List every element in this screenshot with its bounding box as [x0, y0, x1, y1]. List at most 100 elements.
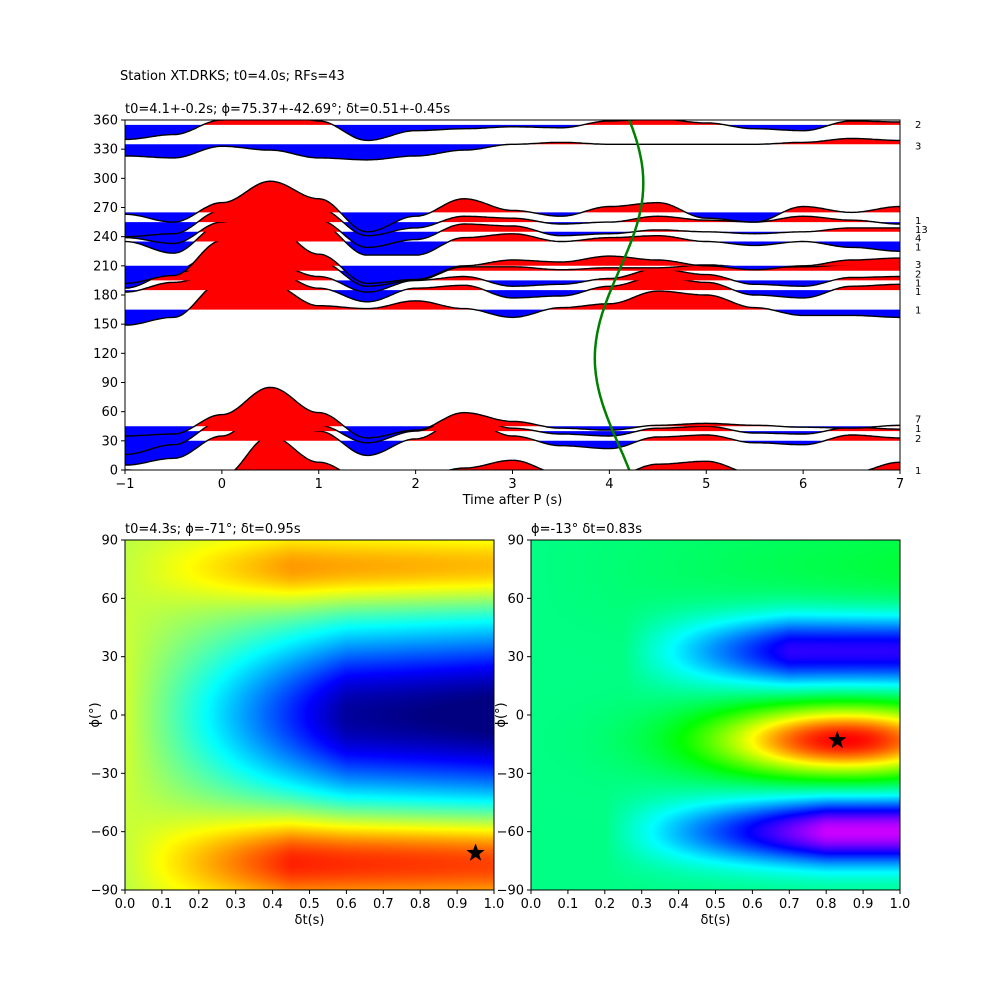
grid-right-xtick-label: 0.5 [705, 897, 726, 912]
grid-right-xtick-label: 0.6 [742, 897, 763, 912]
grid-right-xtick-label: 0.1 [558, 897, 579, 912]
rf-trace-line-14 [125, 120, 900, 142]
rf-trace-negative-fill-12 [125, 212, 900, 232]
grid-right-xtick-label: 0.3 [631, 897, 652, 912]
grid-right-ytick-label: −60 [497, 825, 524, 840]
rf-xlabel: Time after P (s) [462, 493, 563, 508]
grid-left-heatmap-holder [125, 540, 494, 890]
grid-right-ytick-label: 0 [516, 709, 524, 724]
grid-left-xtick-label: 0.1 [152, 897, 173, 912]
rf-count-label: 2 [915, 434, 921, 445]
rf-panel-title: t0=4.1+-0.2s; ϕ=75.37+-42.69°; δt=0.51+-… [125, 102, 450, 117]
rf-ytick-label: 360 [93, 114, 118, 129]
grid-right-ytick-label: −30 [497, 767, 524, 782]
rf-count-label: 1 [915, 424, 921, 435]
grid-left-ytick-label: 60 [101, 592, 118, 607]
rf-xtick-label: 7 [896, 477, 904, 492]
grid-left-xtick-label: 0.9 [447, 897, 468, 912]
rf-count-label: 1 [915, 242, 921, 253]
rf-trace-negative-fill-13 [125, 144, 900, 160]
rf-trace-line-0 [125, 435, 900, 470]
grid-left-xtick-label: 0.3 [225, 897, 246, 912]
grid-right-xtick-label: 0.4 [668, 897, 689, 912]
rf-trace-line-3 [125, 386, 900, 439]
grid-right-heatmap [531, 540, 900, 890]
grid-right-xtick-label: 1.0 [890, 897, 911, 912]
grid-right-xtick-label: 0.0 [521, 897, 542, 912]
rf-count-label: 2 [915, 270, 921, 281]
rf-xtick-label: 0 [218, 477, 226, 492]
rf-trace-positive-fill-13 [125, 138, 900, 145]
grid-right-title: ϕ=-13° δt=0.83s [531, 522, 642, 537]
rf-count-label: 1 [915, 287, 921, 298]
grid-left-xtick-label: 0.7 [373, 897, 394, 912]
rf-trace-line-13 [125, 137, 900, 161]
rf-count-label: 4 [915, 234, 921, 245]
rf-xtick-label: 1 [315, 477, 323, 492]
rf-trace-line-12 [125, 180, 900, 233]
rf-panel: t0=4.1+-0.2s; ϕ=75.37+-42.69°; δt=0.51+-… [93, 102, 928, 508]
grid-right-heatmap-holder [531, 540, 900, 890]
grid-left-xtick-label: 1.0 [484, 897, 505, 912]
rf-trace-positive-fill-6 [125, 262, 900, 281]
grid-right-ytick-label: 30 [507, 650, 524, 665]
rf-xtick-label: 6 [799, 477, 807, 492]
rf-trace-negative-fill-5 [125, 290, 900, 302]
rf-xtick-label: 2 [411, 477, 419, 492]
grid-search-right-panel: ϕ=-13° δt=0.83s 0.0 0.1 0.2 0.3 0.4 0.5 0.6 0.7… [494, 522, 910, 928]
grid-right-xtick-label: 0.9 [853, 897, 874, 912]
rf-count-label: 2 [915, 120, 921, 131]
rf-ytick-label: 240 [93, 230, 118, 245]
grid-left-ytick-label: 0 [110, 709, 118, 724]
rf-ytick-label: 0 [110, 464, 118, 479]
rf-timing-curve [593, 120, 645, 470]
rf-xtick-label: 3 [508, 477, 516, 492]
grid-right-ylabel: ϕ(°) [494, 702, 509, 727]
rf-ytick-label: 270 [93, 201, 118, 216]
grid-right-ytick-label: 90 [507, 534, 524, 549]
rf-ytick-label: 330 [93, 143, 118, 158]
figure-suptitle: Station XT.DRKS; t0=4.0s; RFs=43 [120, 69, 345, 84]
rf-ytick-label: 180 [93, 289, 118, 304]
grid-left-ylabel: ϕ(°) [88, 702, 103, 727]
rf-trace-positive-fill-5 [125, 270, 900, 291]
grid-left-title: t0=4.3s; ϕ=-71°; δt=0.95s [125, 522, 301, 537]
rf-xtick-label: −1 [115, 477, 134, 492]
grid-right-xtick-label: 0.8 [816, 897, 837, 912]
rf-ytick-label: 90 [101, 376, 118, 391]
rf-ytick-label: 150 [93, 318, 118, 333]
rf-xtick-label: 5 [702, 477, 710, 492]
grid-right-ytick-label: 60 [507, 592, 524, 607]
rf-trace-positive-fill-10 [125, 196, 900, 232]
grid-left-ytick-label: −60 [91, 825, 118, 840]
grid-left-heatmap [125, 540, 494, 890]
grid-right-xlabel: δt(s) [701, 913, 731, 928]
grid-left-best-star-marker [466, 843, 485, 861]
grid-search-left-panel: t0=4.3s; ϕ=-71°; δt=0.95s 0.0 0.1 0.2 0.3 0.… [88, 522, 504, 928]
rf-count-label: 3 [915, 260, 921, 271]
grid-right-best-star-marker [827, 730, 847, 749]
rf-count-label: 7 [915, 414, 921, 425]
grid-left-ytick-label: 30 [101, 650, 118, 665]
rf-count-label: 13 [915, 225, 928, 236]
rf-traces [125, 120, 900, 470]
rf-trace-positive-fill-4 [125, 282, 900, 310]
rf-ytick-label: 300 [93, 172, 118, 187]
rf-axes: −1 0 1 2 3 4 5 6 7030609012015018021024027030033… [93, 114, 928, 493]
rf-trace-positive-fill-12 [125, 181, 900, 213]
rf-count-label: 1 [915, 466, 921, 477]
grid-left-xtick-label: 0.4 [262, 897, 283, 912]
rf-count-label: 1 [915, 306, 921, 317]
rf-count-label: 1 [915, 216, 921, 227]
rf-trace-negative-fill-14 [125, 124, 900, 141]
rf-ytick-label: 120 [93, 347, 118, 362]
grid-right-axes: 0.0 0.1 0.2 0.3 0.4 0.5 0.6 0.7 0.8 0.9 1.0 −90 −60 −… [497, 534, 911, 913]
grid-left-xtick-label: 0.6 [336, 897, 357, 912]
grid-left-ytick-label: −30 [91, 767, 118, 782]
grid-right-xtick-label: 0.7 [779, 897, 800, 912]
rf-trace-positive-fill-3 [125, 387, 900, 427]
grid-left-xtick-label: 0.8 [410, 897, 431, 912]
grid-left-xtick-label: 0.0 [115, 897, 136, 912]
grid-left-ytick-label: 90 [101, 534, 118, 549]
grid-left-xtick-label: 0.5 [299, 897, 320, 912]
